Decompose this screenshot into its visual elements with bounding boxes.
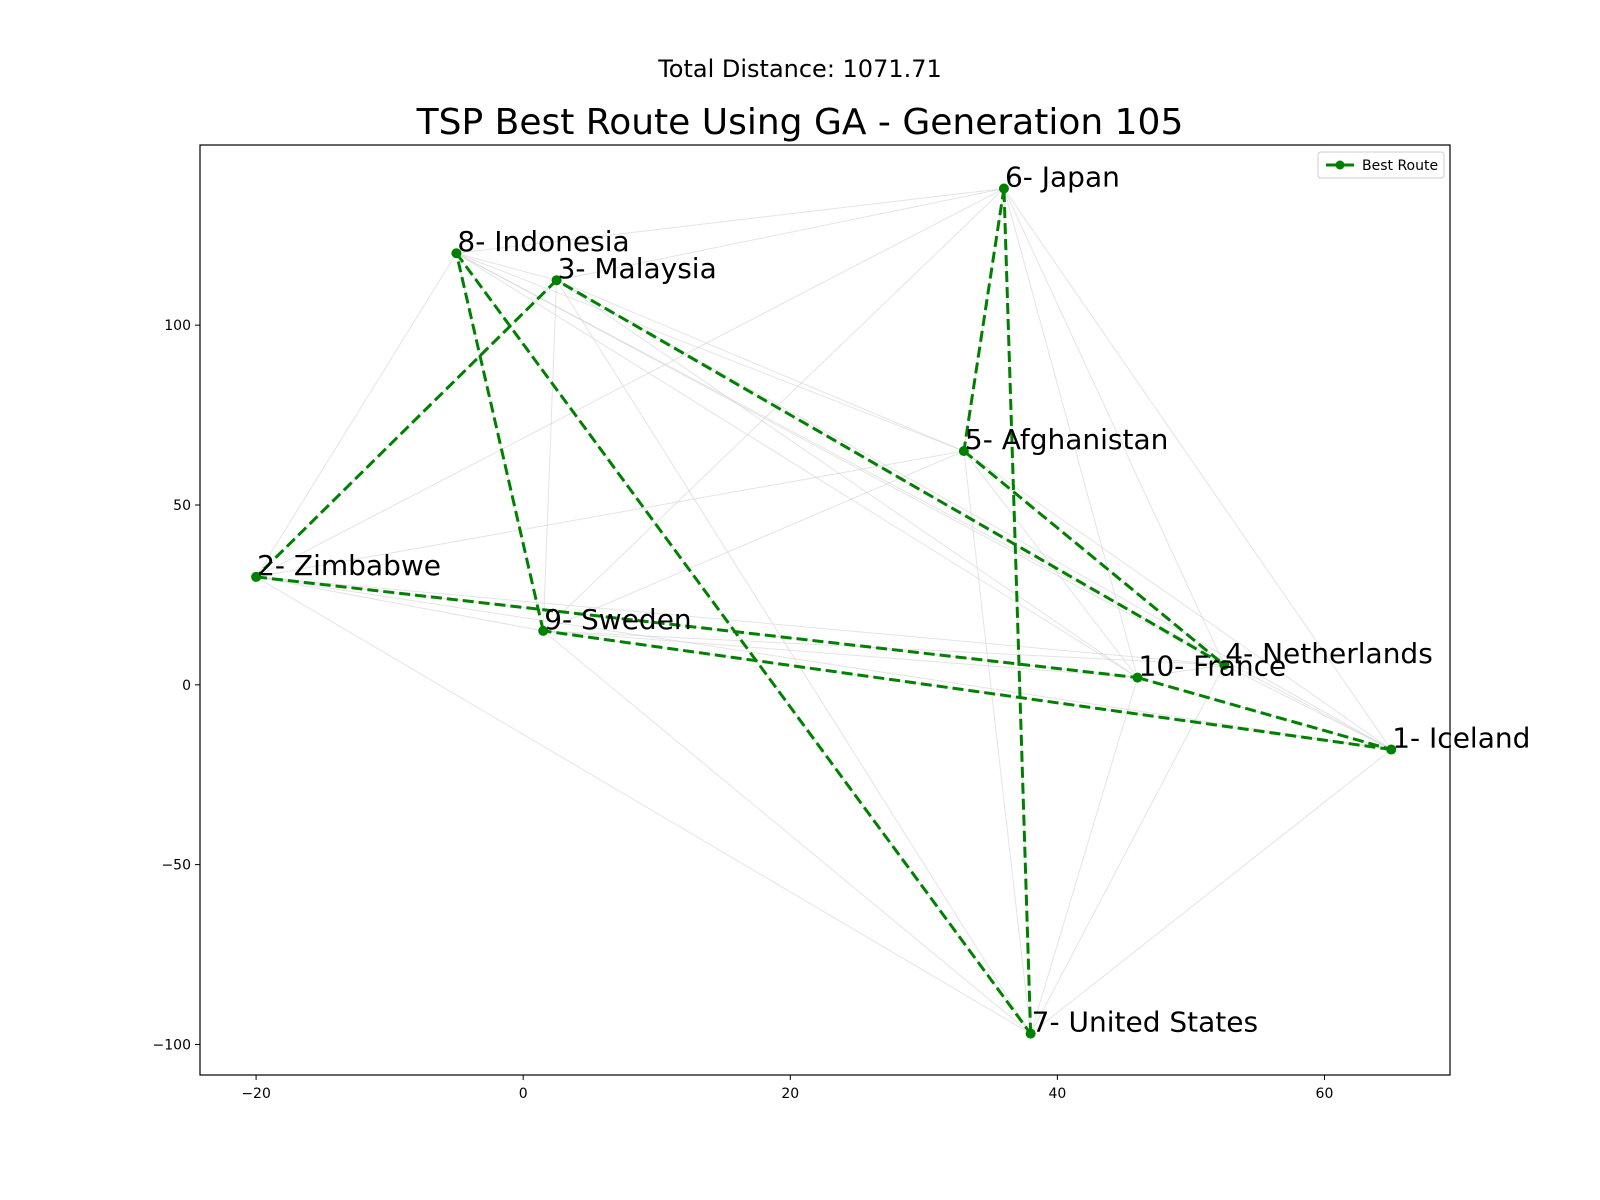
edge-4-7 [1030, 664, 1225, 1034]
edge-2-6 [255, 188, 1005, 578]
edge-5-9 [543, 450, 965, 632]
route-segment-8-7 [455, 252, 1032, 1035]
edge-3-5 [556, 279, 965, 452]
edge-6-8 [456, 188, 1005, 254]
edge-7-10 [1030, 677, 1138, 1034]
city-marker-10 [1132, 672, 1143, 683]
route-segment-5-4 [962, 449, 1226, 667]
legend-box [1317, 151, 1445, 179]
edge-5-8 [456, 252, 965, 452]
route-segment-2-10 [255, 575, 1138, 680]
edge-3-10 [556, 279, 1138, 679]
edge-1-6 [1003, 188, 1392, 750]
edge-1-8 [456, 252, 1392, 750]
x-tick-label: 0 [519, 1086, 528, 1102]
route-segment-9-8 [454, 252, 545, 632]
edge-1-7 [1030, 749, 1392, 1035]
x-tick-label: −20 [241, 1086, 271, 1102]
edge-3-9 [542, 280, 558, 631]
city-label-1: 1- Iceland [1392, 722, 1530, 755]
city-marker-7 [1025, 1028, 1036, 1039]
edge-6-10 [1003, 188, 1138, 678]
edge-3-8 [456, 252, 557, 281]
city-label-7: 7- United States [1032, 1006, 1258, 1039]
edge-7-9 [542, 630, 1031, 1035]
edge-3-7 [556, 279, 1032, 1034]
edge-1-2 [256, 576, 1392, 751]
city-marker-4 [1219, 660, 1230, 671]
y-axis-ticks: −100 −50 0 50 100 [153, 318, 200, 1053]
edge-1-5 [963, 450, 1392, 750]
city-marker-5 [958, 446, 969, 457]
legend: Best Route [1317, 151, 1445, 179]
edge-9-10 [543, 630, 1138, 679]
edge-2-7 [255, 576, 1031, 1035]
route-segment-7-6 [1002, 188, 1033, 1034]
city-marker-1 [1386, 744, 1397, 755]
city-marker-3 [551, 275, 562, 286]
city-label-5: 5- Afghanistan [965, 423, 1169, 456]
background-edges [255, 188, 1392, 1035]
route-segment-1-9 [543, 629, 1392, 752]
edge-1-4 [1224, 664, 1392, 750]
y-tick-label: 100 [164, 318, 191, 334]
edge-6-9 [542, 188, 1005, 632]
city-marker-2 [251, 571, 262, 582]
y-tick-label: 0 [182, 678, 191, 694]
x-axis-ticks: −20 0 20 40 60 [241, 1075, 1333, 1102]
edge-4-6 [1003, 188, 1225, 666]
plot-frame [199, 144, 1451, 1076]
edge-2-5 [256, 450, 964, 578]
city-label-3: 3- Malaysia [558, 252, 717, 285]
city-markers [251, 183, 1397, 1039]
city-label-4: 4- Netherlands [1225, 637, 1433, 670]
edge-2-4 [256, 576, 1225, 666]
edge-5-7 [963, 450, 1032, 1034]
x-tick-label: 60 [1316, 1086, 1334, 1102]
best-route-series [255, 188, 1392, 1035]
edge-3-6 [556, 188, 1005, 281]
city-marker-9 [538, 625, 549, 636]
city-label-6: 6- Japan [1005, 161, 1120, 194]
city-label-8: 8- Indonesia [457, 225, 629, 258]
y-tick-label: −100 [153, 1037, 191, 1053]
total-distance-text: Total Distance: 1071.71 [658, 55, 942, 83]
chart-title: TSP Best Route Using GA - Generation 105 [416, 102, 1184, 143]
legend-marker-sample [1335, 160, 1345, 170]
y-tick-label: 50 [173, 498, 191, 514]
edge-2-9 [255, 576, 544, 632]
city-label-10: 10- France [1139, 650, 1287, 683]
city-label-9: 9- Sweden [544, 603, 691, 636]
route-segment-3-2 [255, 279, 558, 578]
edge-4-8 [456, 252, 1225, 666]
edge-4-10 [1137, 664, 1225, 679]
city-marker-6 [998, 183, 1009, 194]
edge-1-3 [556, 279, 1392, 750]
x-tick-label: 40 [1048, 1086, 1066, 1102]
route-segment-10-1 [1137, 676, 1392, 751]
city-label-2: 2- Zimbabwe [257, 549, 441, 582]
route-segment-4-3 [555, 278, 1226, 667]
edge-2-8 [255, 252, 457, 578]
edge-8-10 [456, 252, 1138, 679]
city-marker-8 [451, 248, 462, 259]
city-labels: 1- Iceland 2- Zimbabwe 3- Malaysia 4- Nethe… [257, 161, 1530, 1039]
x-tick-label: 20 [781, 1086, 799, 1102]
route-segment-6-5 [962, 188, 1006, 452]
legend-label: Best Route [1362, 158, 1438, 174]
y-tick-label: −50 [161, 858, 191, 874]
